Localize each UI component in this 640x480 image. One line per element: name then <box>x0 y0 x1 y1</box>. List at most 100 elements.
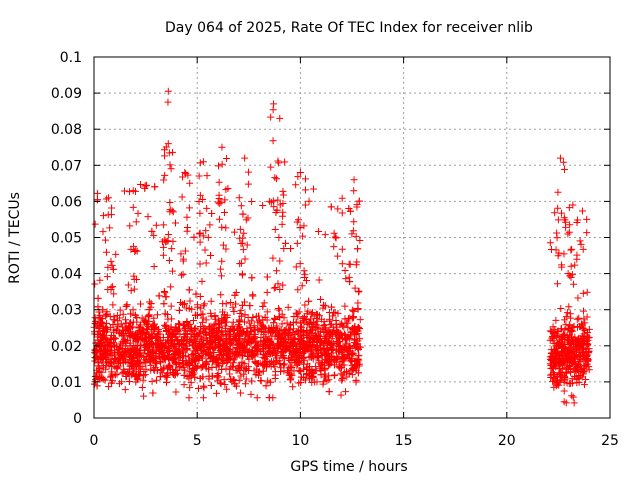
data-point <box>116 306 124 314</box>
data-point <box>576 323 584 331</box>
data-point <box>275 342 283 350</box>
data-point <box>263 288 271 296</box>
data-point <box>553 380 561 388</box>
data-point <box>108 370 116 378</box>
data-point <box>91 220 99 228</box>
data-point <box>167 323 175 331</box>
data-point <box>91 357 99 365</box>
data-point <box>160 354 168 362</box>
data-point <box>271 314 279 322</box>
data-point <box>300 267 308 275</box>
data-point <box>215 215 223 223</box>
data-point <box>133 335 141 343</box>
data-point <box>279 199 287 207</box>
data-point <box>347 366 355 374</box>
data-point <box>270 203 278 211</box>
data-point <box>547 328 555 336</box>
data-point <box>338 209 346 217</box>
data-point <box>184 359 192 367</box>
data-point <box>584 334 592 342</box>
data-point <box>214 327 222 335</box>
data-point <box>173 366 181 374</box>
data-point <box>325 337 333 345</box>
data-point <box>202 359 210 367</box>
data-point <box>555 333 563 341</box>
data-point <box>154 334 162 342</box>
data-point <box>334 205 342 213</box>
data-point <box>583 229 591 237</box>
data-point <box>551 209 559 217</box>
data-point <box>330 229 338 237</box>
data-point <box>552 246 560 254</box>
data-point <box>248 377 256 385</box>
data-point <box>135 372 143 380</box>
data-point <box>218 160 226 168</box>
data-point <box>158 341 166 349</box>
data-point <box>164 98 172 106</box>
data-point <box>319 380 327 388</box>
data-point <box>237 306 245 314</box>
data-point <box>104 194 112 202</box>
data-point <box>567 262 575 270</box>
data-point <box>552 355 560 363</box>
data-point <box>575 314 583 322</box>
data-point <box>292 348 300 356</box>
data-point <box>260 299 268 307</box>
data-point <box>199 310 207 318</box>
data-point <box>568 245 576 253</box>
x-axis-title: GPS time / hours <box>290 459 407 475</box>
data-point <box>178 193 186 201</box>
data-point <box>145 298 153 306</box>
data-point <box>312 321 320 329</box>
data-point <box>198 318 206 326</box>
data-point <box>241 255 249 263</box>
data-point <box>583 288 591 296</box>
data-point <box>145 334 153 342</box>
data-point <box>219 331 227 339</box>
data-point <box>99 346 107 354</box>
data-point <box>560 378 568 386</box>
data-point <box>143 320 151 328</box>
data-point <box>260 354 268 362</box>
data-point <box>341 330 349 338</box>
data-point <box>244 352 252 360</box>
data-point <box>241 380 249 388</box>
data-point <box>207 252 215 260</box>
data-point <box>277 367 285 375</box>
data-point <box>296 224 304 232</box>
data-point <box>189 316 197 324</box>
data-point <box>164 230 172 238</box>
data-point <box>337 370 345 378</box>
data-point <box>317 348 325 356</box>
data-point <box>558 263 566 271</box>
data-point <box>177 271 185 279</box>
data-point <box>263 349 271 357</box>
data-point <box>294 216 302 224</box>
data-point <box>321 321 329 329</box>
data-point <box>132 378 140 386</box>
data-point <box>274 157 282 165</box>
data-point <box>272 209 280 217</box>
data-point <box>160 221 168 229</box>
axis-ticks: 0 5 10 15 20 25 0 0.01 0.02 0.03 0.04 0.05 0.06 0.07 0… <box>51 50 619 449</box>
data-point <box>299 343 307 351</box>
data-point <box>306 327 314 335</box>
data-point <box>317 296 325 304</box>
data-point <box>560 387 568 395</box>
data-point <box>276 331 284 339</box>
data-point <box>124 369 132 377</box>
data-point <box>562 369 570 377</box>
data-point <box>207 382 215 390</box>
data-point <box>147 355 155 363</box>
data-point <box>187 379 195 387</box>
data-point <box>331 308 339 316</box>
data-point <box>575 373 583 381</box>
data-point <box>548 354 556 362</box>
data-point <box>330 243 338 251</box>
data-point <box>183 317 191 325</box>
data-point <box>148 227 156 235</box>
data-point <box>164 315 172 323</box>
data-point <box>573 255 581 263</box>
data-point <box>163 378 171 386</box>
data-point <box>162 327 170 335</box>
